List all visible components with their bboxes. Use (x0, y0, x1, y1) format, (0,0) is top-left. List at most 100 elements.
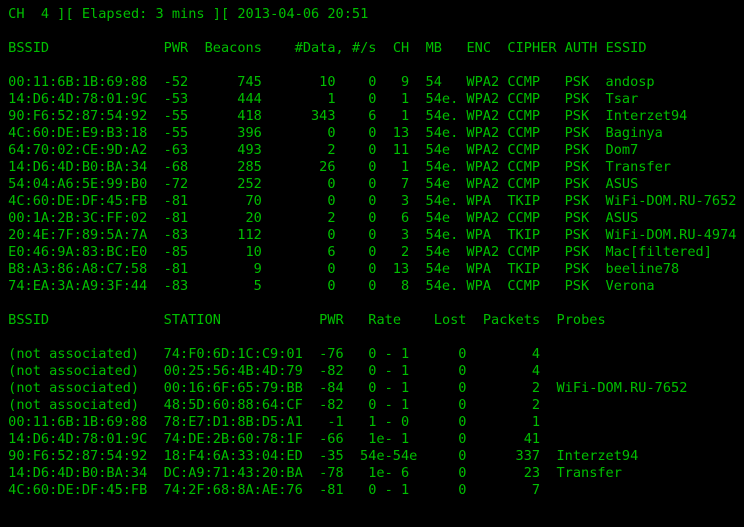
ap-row-ch-cell: 1 (400, 108, 410, 124)
station-row: 14:D6:4D:78:01:9C 74:DE:2B:60:78:1F -66 1e… (0, 431, 744, 448)
ap-row-auth-cell: PSK (564, 227, 590, 243)
ap-row-auth-cell: PSK (564, 159, 590, 175)
ap-row-ch-cell: 1 (400, 91, 410, 107)
station-row-bssid-cell: 14:D6:4D:78:01:9C (8, 431, 148, 447)
station-row-bssid-cell: 4C:60:DE:DF:45:FB (8, 482, 148, 498)
station-row-pwr-cell: -35 (319, 448, 344, 464)
station-row-rate-cell: 1 - 0 (360, 414, 410, 430)
station-row-station-cell: 74:DE:2B:60:78:1F (163, 431, 303, 447)
station-row-rate-cell: 0 - 1 (360, 346, 410, 362)
ap-row-cipher-cell: CCMP (507, 176, 541, 192)
station-row-rate-cell: 1e- 1 (360, 431, 410, 447)
station-row-bssid-cell: (not associated) (8, 346, 140, 362)
station-table-body: (not associated) 74:F0:6D:1C:C9:01 -76 0 -… (0, 346, 744, 499)
ap-row: 00:1A:2B:3C:FF:02 -81 20 2 0 6 54e WPA2 CCMP PSK A… (0, 210, 744, 227)
station-row-packets-cell: 2 (531, 397, 541, 413)
ap-row-mb-cell: 54e (425, 244, 451, 260)
station-row-bssid-cell: 90:F6:52:87:54:92 (8, 448, 148, 464)
ap-row-data-cell: 6 (327, 244, 336, 260)
ap-row-essid-cell: andosp (605, 74, 655, 90)
ap-row-pwr-cell: -81 (163, 210, 189, 226)
ap-row-ch-cell: 13 (392, 261, 410, 277)
ap-row-auth-cell: PSK (564, 210, 590, 226)
ap-row-beacons-cell: 20 (245, 210, 262, 226)
station-row-packets-cell: 2 (531, 380, 541, 396)
ap-row-enc-cell: WPA2 (466, 108, 500, 124)
ap-row-auth-cell: PSK (564, 244, 590, 260)
ap-row: 20:4E:7F:89:5A:7A -83 112 0 0 3 54e. WPA TKIP PSK… (0, 227, 744, 244)
ap-row-data-cell: 10 (319, 74, 336, 90)
ap-row-cipher-cell: CCMP (507, 244, 541, 260)
station-row-lost-cell: 0 (458, 448, 467, 464)
ap-row-data-cell: 0 (327, 278, 336, 294)
ap-row-ch-cell: 11 (392, 142, 410, 158)
ap-row-bssid-cell: 20:4E:7F:89:5A:7A (8, 227, 148, 243)
ap-row-enc-cell: WPA (466, 261, 491, 277)
ap-row-auth-cell: PSK (564, 176, 590, 192)
station-row-lost-cell: 0 (458, 397, 467, 413)
ap-row: 54:04:A6:5E:99:B0 -72 252 0 0 7 54e WPA2 CCMP PSK… (0, 176, 744, 193)
ap-row-pwr-cell: -55 (163, 108, 189, 124)
ap-row: 00:11:6B:1B:69:88 -52 745 10 0 9 54 WPA2 CCMP PSK… (0, 74, 744, 91)
station-row-rate-cell: 0 - 1 (360, 397, 410, 413)
ap-row-mb-cell: 54e. (425, 108, 459, 124)
ap-row-bssid-cell: 4C:60:DE:DF:45:FB (8, 193, 148, 209)
station-row-lost-cell: 0 (458, 431, 467, 447)
ap-row-bssid-cell: 14:D6:4D:78:01:9C (8, 91, 148, 107)
ap-row-data-cell: 343 (310, 108, 336, 124)
station-row-rate-cell: 1e- 6 (360, 465, 410, 481)
ap-row-ps-cell: 0 (368, 125, 377, 141)
ap-row-beacons-cell: 112 (237, 227, 262, 243)
ap-row-data-cell: 26 (319, 159, 336, 175)
ap-row-pwr-cell: -52 (163, 74, 189, 90)
ap-row-ch-cell: 3 (400, 193, 410, 209)
blank-line (0, 295, 744, 312)
ap-row-ch-cell: 2 (400, 244, 410, 260)
station-row-packets-cell: 41 (523, 431, 541, 447)
ap-row-pwr-cell: -83 (163, 227, 189, 243)
ap-row-ch-cell: 7 (400, 176, 410, 192)
ap-row-pwr-cell: -53 (163, 91, 189, 107)
station-row-probes-cell: Interzet94 (556, 448, 639, 464)
ap-row-mb-cell: 54e (425, 261, 451, 277)
ap-row-enc-cell: WPA2 (466, 91, 500, 107)
station-row-lost-cell: 0 (458, 414, 467, 430)
ap-row-enc-cell: WPA (466, 193, 491, 209)
ap-row-ch-cell: 3 (400, 227, 410, 243)
ap-row-essid-cell: WiFi-DOM.RU-4974 (605, 227, 737, 243)
ap-row-beacons-cell: 5 (253, 278, 262, 294)
ap-row-mb-cell: 54e. (425, 91, 459, 107)
ap-row-essid-cell: WiFi-DOM.RU-7652 (605, 193, 737, 209)
ap-row-mb-cell: 54e. (425, 278, 459, 294)
ap-row-pwr-cell: -83 (163, 278, 189, 294)
station-row-packets-cell: 4 (531, 363, 541, 379)
station-row: (not associated) 48:5D:60:88:64:CF -82 0 -… (0, 397, 744, 414)
ap-row: 14:D6:4D:B0:BA:34 -68 285 26 0 1 54e. WPA2 CCMP P… (0, 159, 744, 176)
station-row-pwr-cell: -76 (319, 346, 344, 362)
ap-row-mb-cell: 54e. (425, 193, 459, 209)
ap-row-ps-cell: 0 (368, 142, 377, 158)
ap-row-beacons-cell: 444 (237, 91, 262, 107)
ap-row-mb-cell: 54e (425, 142, 451, 158)
ap-row-ps-cell: 0 (368, 278, 377, 294)
ap-row-enc-cell: WPA2 (466, 142, 500, 158)
station-row-pwr-cell: -82 (319, 397, 344, 413)
ap-row-essid-cell: Verona (605, 278, 655, 294)
ap-row-data-cell: 1 (327, 91, 336, 107)
station-row-packets-cell: 7 (531, 482, 541, 498)
station-row-packets-cell: 1 (531, 414, 541, 430)
ap-row-essid-cell: beeline78 (605, 261, 680, 277)
station-row-station-cell: 48:5D:60:88:64:CF (163, 397, 303, 413)
ap-row-enc-cell: WPA (466, 278, 491, 294)
station-row-pwr-cell: -78 (319, 465, 344, 481)
ap-row-beacons-cell: 493 (237, 142, 262, 158)
ap-row-bssid-cell: 64:70:02:CE:9D:A2 (8, 142, 148, 158)
ap-row-mb-cell: 54e (425, 210, 451, 226)
ap-row: 90:F6:52:87:54:92 -55 418 343 6 1 54e. WPA2 CCMP… (0, 108, 744, 125)
ap-row-auth-cell: PSK (564, 125, 590, 141)
ap-row-bssid-cell: 14:D6:4D:B0:BA:34 (8, 159, 148, 175)
ap-row-enc-cell: WPA2 (466, 159, 500, 175)
blank-line (0, 23, 744, 40)
ap-row: 14:D6:4D:78:01:9C -53 444 1 0 1 54e. WPA2 CCMP PS… (0, 91, 744, 108)
